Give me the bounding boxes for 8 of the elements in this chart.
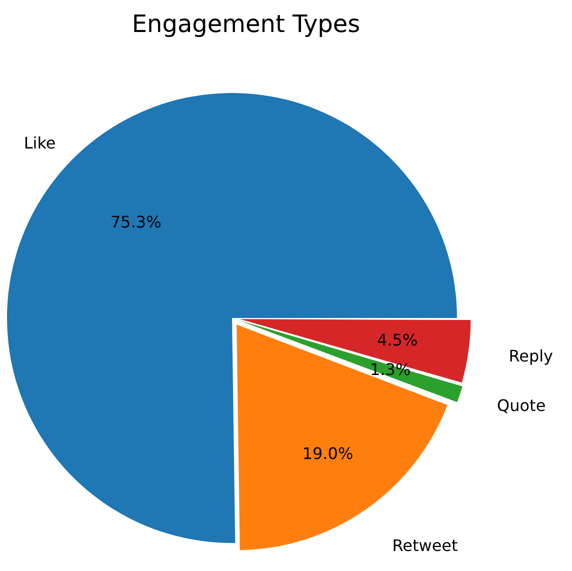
data-label: 4.5% xyxy=(377,330,418,350)
chart-title: Engagement Types xyxy=(130,10,362,38)
data-label: 75.3% xyxy=(110,212,162,232)
slice-label: Quote xyxy=(497,396,546,415)
slice-label: Retweet xyxy=(392,536,458,556)
data-label: 19.0% xyxy=(302,444,354,463)
slice-label: Like xyxy=(24,133,56,152)
slice-label: Reply xyxy=(508,346,554,366)
